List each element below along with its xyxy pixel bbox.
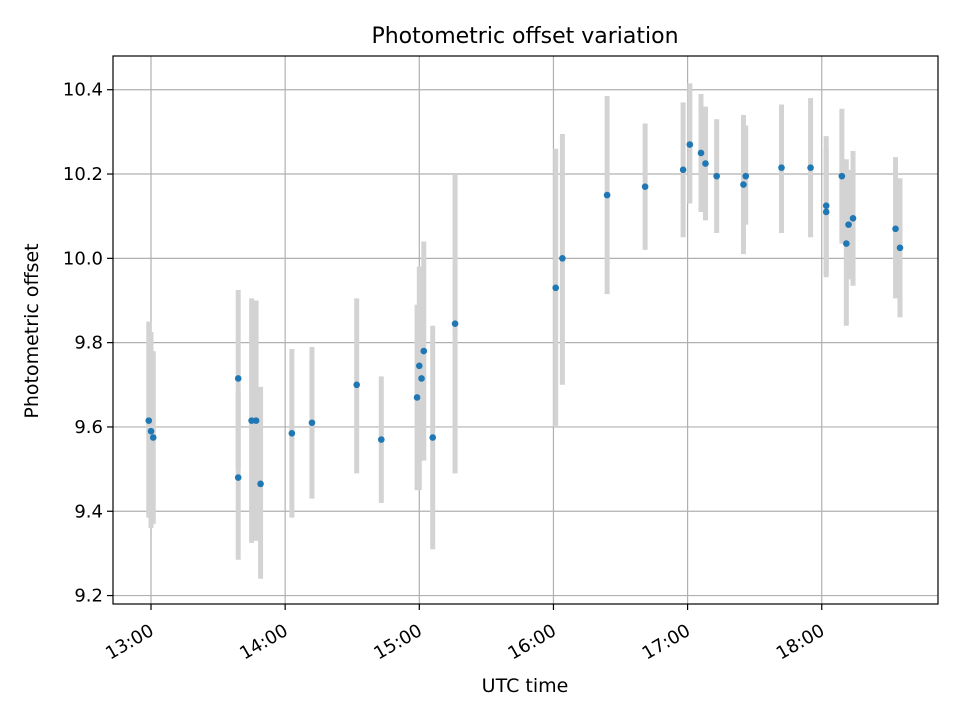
data-point bbox=[641, 183, 649, 190]
data-point bbox=[740, 181, 747, 188]
data-point bbox=[778, 164, 785, 172]
plot-frame bbox=[112, 55, 939, 605]
data-point bbox=[603, 191, 611, 199]
data-point bbox=[308, 419, 316, 427]
data-point bbox=[234, 474, 242, 481]
data-point bbox=[552, 284, 559, 292]
data-point bbox=[807, 164, 814, 172]
data-point bbox=[822, 208, 830, 216]
data-point bbox=[822, 202, 830, 209]
data-point bbox=[843, 240, 850, 247]
data-point bbox=[288, 429, 296, 437]
data-point bbox=[234, 375, 242, 382]
x-axis-label: UTC time bbox=[482, 675, 569, 697]
data-point bbox=[353, 381, 360, 389]
data-point bbox=[149, 434, 157, 441]
data-point bbox=[845, 221, 852, 228]
y-tick-label: 9.2 bbox=[74, 586, 103, 607]
data-point bbox=[252, 417, 260, 424]
data-point bbox=[686, 141, 694, 148]
data-points bbox=[145, 141, 904, 488]
data-point bbox=[679, 166, 687, 174]
data-point bbox=[713, 172, 720, 180]
data-point bbox=[849, 214, 857, 222]
data-point bbox=[257, 480, 264, 488]
data-point bbox=[418, 375, 425, 382]
data-point bbox=[145, 417, 153, 424]
y-tick-label: 10.2 bbox=[63, 164, 103, 185]
data-point bbox=[559, 255, 566, 262]
y-tick-label: 10.4 bbox=[63, 80, 103, 101]
data-point bbox=[147, 427, 155, 435]
y-tick-label: 9.4 bbox=[74, 501, 103, 522]
y-tick-label: 10.0 bbox=[63, 248, 103, 269]
data-point bbox=[702, 160, 709, 167]
chart-title: Photometric offset variation bbox=[371, 24, 678, 49]
data-point bbox=[838, 172, 846, 180]
data-point bbox=[451, 320, 459, 327]
y-axis-ticks: 9.2 9.4 9.6 9.8 10.0 10.2 10.4 bbox=[63, 80, 113, 607]
data-point bbox=[416, 362, 423, 370]
grid bbox=[113, 56, 938, 604]
data-point bbox=[429, 434, 437, 441]
data-point bbox=[377, 436, 385, 443]
y-tick-label: 9.6 bbox=[74, 417, 103, 438]
data-point bbox=[896, 244, 904, 252]
data-point bbox=[420, 347, 428, 355]
y-tick-label: 9.8 bbox=[74, 333, 103, 354]
data-point bbox=[892, 225, 899, 233]
data-point bbox=[413, 394, 421, 401]
y-axis-label: Photometric offset bbox=[21, 243, 43, 418]
data-point bbox=[742, 172, 750, 180]
data-point bbox=[697, 149, 705, 157]
